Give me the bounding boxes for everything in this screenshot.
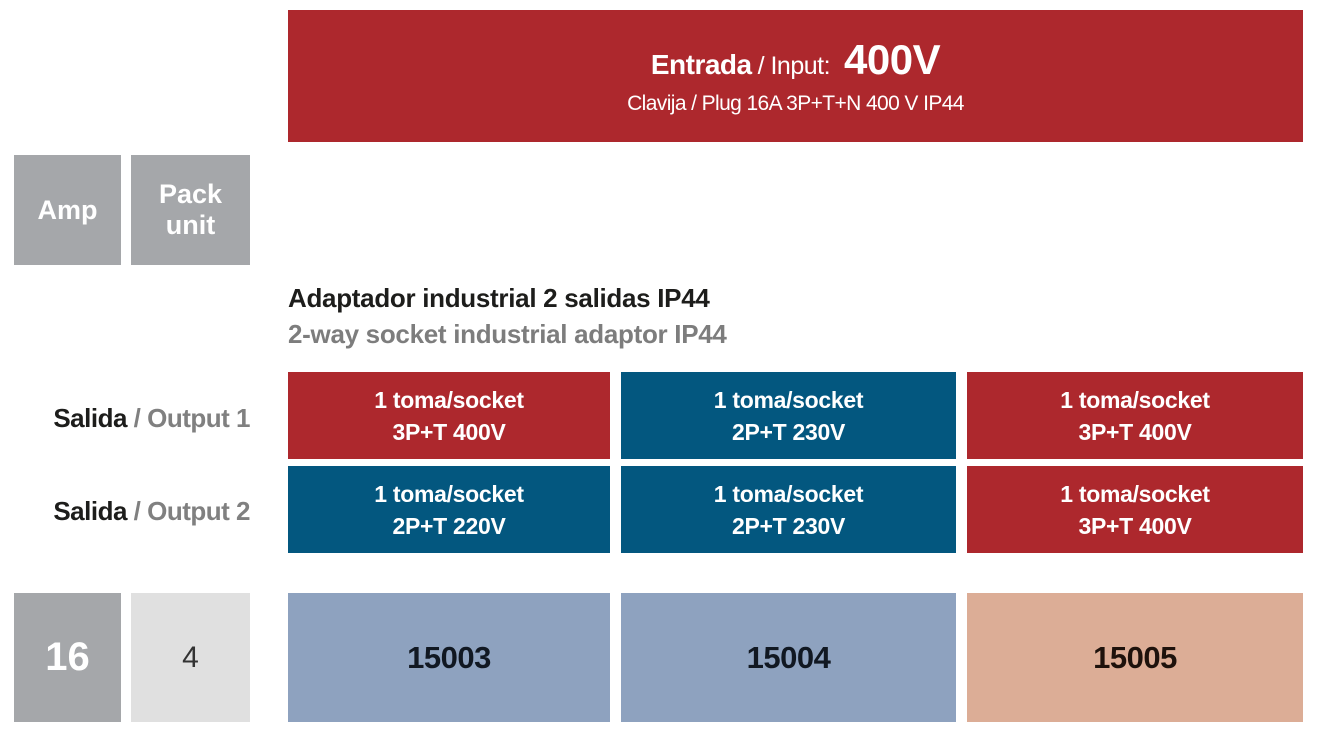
amp-value: 16 <box>14 593 121 722</box>
socket-count: 1 toma/socket <box>1060 480 1210 507</box>
socket-cell: 1 toma/socket 2P+T 230V <box>621 466 956 553</box>
input-heading: Entrada / Input: 400V <box>650 36 941 84</box>
output1-label-es: Salida <box>53 403 127 433</box>
input-plug-spec: Clavija / Plug 16A 3P+T+N 400 V IP44 <box>627 92 964 115</box>
socket-count: 1 toma/socket <box>374 480 524 507</box>
product-title-es: Adaptador industrial 2 salidas IP44 <box>288 283 710 313</box>
pack-unit-value-text: 4 <box>182 640 199 674</box>
product-title-en: 2-way socket industrial adaptor IP44 <box>288 319 727 349</box>
output2-row-label: Salida / Output 2 <box>53 496 250 527</box>
pack-unit-column-header: Pack unit <box>131 155 250 265</box>
output2-label-es: Salida <box>53 496 127 526</box>
socket-spec: 3P+T 400V <box>392 418 506 445</box>
socket-spec: 3P+T 400V <box>1078 512 1192 539</box>
socket-cell: 1 toma/socket 3P+T 400V <box>967 372 1303 459</box>
amp-value-text: 16 <box>45 635 90 679</box>
input-label-en: / Input: <box>757 52 831 80</box>
product-code-cell: 15004 <box>621 593 956 722</box>
socket-spec: 2P+T 230V <box>731 512 846 539</box>
socket-cell: 1 toma/socket 2P+T 220V <box>288 466 610 553</box>
product-code-cell: 15003 <box>288 593 610 722</box>
amp-header-label: Amp <box>37 194 98 225</box>
socket-count: 1 toma/socket <box>713 480 864 507</box>
product-code: 15005 <box>1093 639 1177 675</box>
pack-unit-value: 4 <box>131 593 250 722</box>
input-banner: Entrada / Input: 400V Clavija / Plug 16A… <box>288 10 1303 142</box>
socket-cell: 1 toma/socket 3P+T 400V <box>288 372 610 459</box>
pack-header-line1: Pack <box>158 179 223 209</box>
product-code: 15003 <box>407 639 491 675</box>
socket-spec: 2P+T 230V <box>731 418 846 445</box>
input-label-es: Entrada <box>650 49 752 80</box>
output1-label-en: / Output 1 <box>133 403 251 433</box>
output2-label-en: / Output 2 <box>133 496 251 526</box>
socket-count: 1 toma/socket <box>713 386 864 413</box>
socket-cell: 1 toma/socket 3P+T 400V <box>967 466 1303 553</box>
amp-column-header: Amp <box>14 155 121 265</box>
socket-spec: 3P+T 400V <box>1078 418 1192 445</box>
pack-header-line2: unit <box>165 210 216 240</box>
product-code: 15004 <box>746 639 831 675</box>
socket-count: 1 toma/socket <box>1060 386 1210 413</box>
product-code-cell: 15005 <box>967 593 1303 722</box>
socket-spec: 2P+T 220V <box>392 512 506 539</box>
socket-cell: 1 toma/socket 2P+T 230V <box>621 372 956 459</box>
input-voltage: 400V <box>844 36 941 83</box>
output1-row-label: Salida / Output 1 <box>53 403 250 434</box>
socket-count: 1 toma/socket <box>374 386 524 413</box>
